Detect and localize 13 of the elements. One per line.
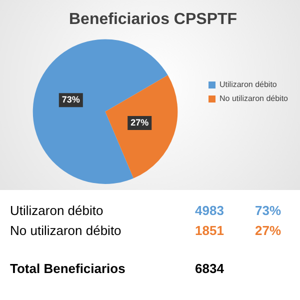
data-label: 73%: [62, 94, 80, 105]
text: Total Beneficiarios: [10, 260, 126, 276]
legend-label: No utilizaron débito: [220, 94, 289, 104]
legend-label: Utilizaron débito: [220, 80, 278, 90]
text: 73%: [255, 202, 282, 218]
text: 4983: [195, 202, 225, 218]
data-label: 27%: [130, 118, 149, 128]
text: 27%: [255, 222, 282, 238]
category-label: No utilizaron débito: [10, 222, 122, 238]
text: 1851: [195, 222, 225, 238]
slice-label: Utilizaron débito: [10, 202, 104, 218]
text: 6834: [195, 260, 225, 276]
chart-title: Beneficiarios CPSPTF: [68, 11, 238, 28]
